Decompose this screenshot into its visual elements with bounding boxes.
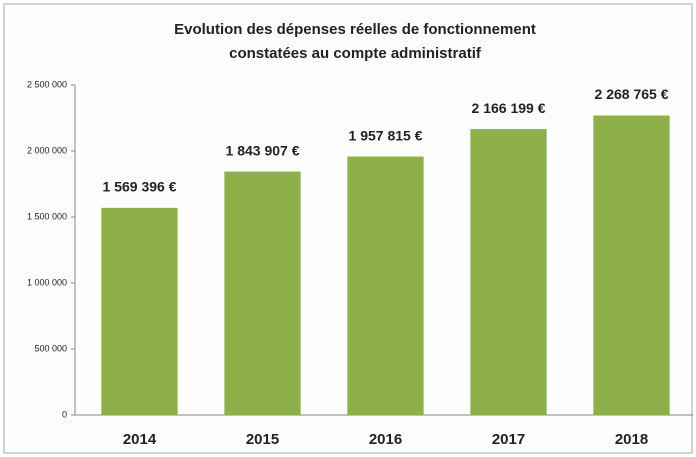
bar	[593, 115, 670, 416]
data-label: 2 268 765 €	[595, 86, 669, 102]
x-tick-label: 2014	[123, 431, 157, 448]
bar	[347, 156, 424, 415]
y-tick-label: 1 500 000	[27, 211, 67, 221]
x-tick-label: 2015	[246, 431, 279, 448]
data-label: 1 569 396 €	[103, 179, 177, 195]
y-tick-label: 1 000 000	[27, 277, 67, 287]
y-tick-label: 2 000 000	[27, 145, 67, 155]
y-tick-label: 0	[62, 409, 67, 419]
bar	[101, 207, 178, 415]
x-tick-label: 2016	[369, 431, 402, 448]
data-label: 2 166 199 €	[472, 100, 546, 116]
data-label: 1 957 815 €	[349, 127, 423, 143]
x-tick-label: 2018	[615, 431, 648, 448]
y-tick-label: 500 000	[34, 343, 67, 353]
data-label: 1 843 907 €	[226, 142, 300, 158]
x-tick-label: 2017	[492, 431, 525, 448]
bar	[224, 171, 301, 415]
chart-title: Evolution des dépenses réelles de foncti…	[174, 21, 536, 38]
y-tick-label: 2 500 000	[27, 79, 67, 89]
bar	[470, 129, 547, 415]
chart-title: constatées au compte administratif	[229, 45, 482, 62]
